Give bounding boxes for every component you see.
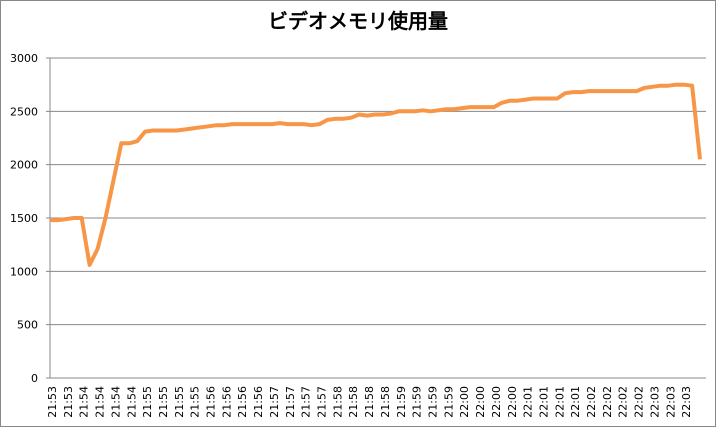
- x-tick-label: 21:57: [284, 386, 297, 418]
- line-series: [50, 82, 702, 267]
- x-tick-label: 21:58: [363, 386, 376, 418]
- y-tick-label: 2000: [10, 159, 38, 172]
- x-tick-label: 21:58: [379, 386, 392, 418]
- x-tick-label: 21:56: [205, 386, 218, 418]
- x-tick-label: 21:58: [331, 386, 344, 418]
- x-tick-label: 21:55: [157, 386, 170, 418]
- x-tick-label: 21:59: [442, 386, 455, 418]
- x-tick-label: 22:03: [648, 386, 661, 418]
- y-tick-label: 0: [31, 372, 38, 385]
- x-tick-label: 22:02: [601, 386, 614, 418]
- x-tick-label: 21:57: [316, 386, 329, 418]
- chart-title: ビデオメモリ使用量: [268, 9, 448, 33]
- x-tick-label: 21:58: [347, 386, 360, 418]
- x-tick-label: 22:03: [664, 386, 677, 418]
- x-tick-label: 22:03: [680, 386, 693, 418]
- x-tick-label: 21:57: [300, 386, 313, 418]
- x-tick-label: 21:59: [411, 386, 424, 418]
- x-tick-label: 21:55: [173, 386, 186, 418]
- x-tick-label: 22:01: [537, 386, 550, 418]
- x-tick-label: 22:01: [553, 386, 566, 418]
- x-tick-label: 21:53: [46, 386, 59, 418]
- x-tick-label: 21:56: [220, 386, 233, 418]
- x-tick-label: 22:01: [522, 386, 535, 418]
- x-tick-label: 21:56: [236, 386, 249, 418]
- x-tick-label: 21:57: [268, 386, 281, 418]
- x-tick-label: 21:59: [426, 386, 439, 418]
- x-tick-label: 22:00: [506, 386, 519, 418]
- x-tick-label: 22:01: [569, 386, 582, 418]
- x-tick-label: 21:54: [125, 386, 138, 418]
- x-tick-label: 21:59: [395, 386, 408, 418]
- x-tick-label: 21:53: [62, 386, 75, 418]
- x-tick-label: 22:00: [474, 386, 487, 418]
- x-tick-label: 21:54: [109, 386, 122, 418]
- x-tick-label: 22:02: [633, 386, 646, 418]
- x-tick-label: 21:54: [78, 386, 91, 418]
- x-tick-label: 21:54: [94, 386, 107, 418]
- y-tick-label: 500: [17, 319, 38, 332]
- y-tick-label: 1500: [10, 212, 38, 225]
- x-tick-label: 21:56: [252, 386, 265, 418]
- x-tick-label: 22:02: [617, 386, 630, 418]
- x-tick-label: 22:00: [490, 386, 503, 418]
- x-tick-label: 22:00: [458, 386, 471, 418]
- x-tick-label: 21:55: [189, 386, 202, 418]
- y-tick-label: 3000: [10, 52, 38, 65]
- x-tick-label: 22:02: [585, 386, 598, 418]
- y-tick-label: 2500: [10, 105, 38, 118]
- y-tick-label: 1000: [10, 265, 38, 278]
- x-tick-label: 21:55: [141, 386, 154, 418]
